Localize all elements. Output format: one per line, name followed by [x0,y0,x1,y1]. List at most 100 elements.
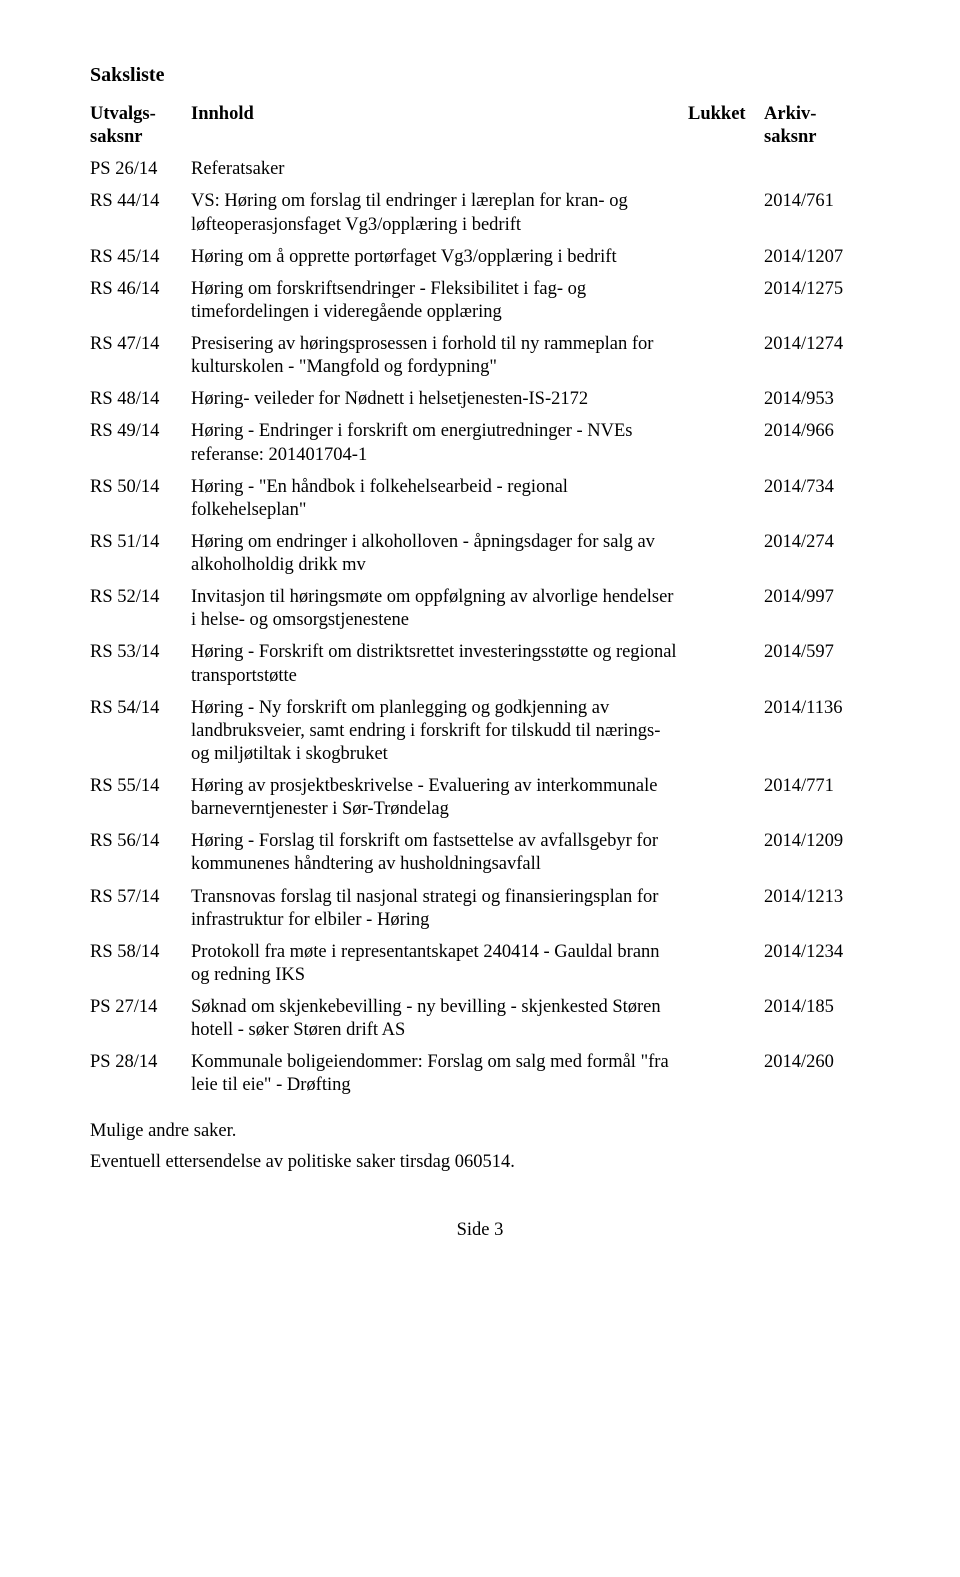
cell-lukket [688,384,764,416]
table-row: PS 28/14Kommunale boligeiendommer: Forsl… [90,1047,870,1102]
cell-ref: RS 53/14 [90,637,191,692]
cell-ref: PS 26/14 [90,154,191,186]
cell-arkiv: 2014/597 [764,637,870,692]
cell-ref: RS 57/14 [90,882,191,937]
table-row: RS 48/14Høring- veileder for Nødnett i h… [90,384,870,416]
cell-arkiv: 2014/771 [764,771,870,826]
cell-lukket [688,992,764,1047]
cell-ref: RS 46/14 [90,274,191,329]
cell-lukket [688,882,764,937]
page-number: Side 3 [90,1220,870,1241]
cell-title: Høring - Ny forskrift om planlegging og … [191,693,688,771]
cell-lukket [688,826,764,881]
cell-ref: RS 52/14 [90,582,191,637]
table-row: RS 47/14Presisering av høringsprosessen … [90,329,870,384]
cell-ref: RS 49/14 [90,416,191,471]
cell-ref: RS 45/14 [90,242,191,274]
cell-arkiv: 2014/1213 [764,882,870,937]
table-row: RS 44/14VS: Høring om forslag til endrin… [90,186,870,241]
cell-title: Høring - Endringer i forskrift om energi… [191,416,688,471]
cell-ref: RS 51/14 [90,527,191,582]
cell-arkiv: 2014/1209 [764,826,870,881]
table-row: RS 56/14Høring - Forslag til forskrift o… [90,826,870,881]
cell-ref: RS 58/14 [90,937,191,992]
cell-ref: RS 56/14 [90,826,191,881]
cell-title: Referatsaker [191,154,688,186]
table-row: RS 53/14Høring - Forskrift om distriktsr… [90,637,870,692]
cell-arkiv: 2014/966 [764,416,870,471]
cell-lukket [688,472,764,527]
cell-arkiv: 2014/1234 [764,937,870,992]
table-row: PS 27/14Søknad om skjenkebevilling - ny … [90,992,870,1047]
table-row: RS 54/14Høring - Ny forskrift om planleg… [90,693,870,771]
footer-notes: Mulige andre saker. Eventuell ettersende… [90,1119,870,1177]
cell-arkiv [764,154,870,186]
cell-title: Høring- veileder for Nødnett i helsetjen… [191,384,688,416]
cell-title: Høring - Forskrift om distriktsrettet in… [191,637,688,692]
col-header-arkiv-line2: saksnr [764,127,816,147]
cell-lukket [688,771,764,826]
cell-ref: PS 27/14 [90,992,191,1047]
footer-note-2: Eventuell ettersendelse av politiske sak… [90,1150,870,1176]
cell-lukket [688,329,764,384]
cell-lukket [688,527,764,582]
cell-ref: RS 55/14 [90,771,191,826]
cell-title: Høring - "En håndbok i folkehelsearbeid … [191,472,688,527]
col-header-arkiv-line1: Arkiv- [764,104,816,124]
cell-ref: RS 44/14 [90,186,191,241]
cell-ref: RS 47/14 [90,329,191,384]
cell-lukket [688,416,764,471]
cell-arkiv: 2014/953 [764,384,870,416]
cell-title: Søknad om skjenkebevilling - ny bevillin… [191,992,688,1047]
cell-title: Invitasjon til høringsmøte om oppfølgnin… [191,582,688,637]
table-row: RS 57/14Transnovas forslag til nasjonal … [90,882,870,937]
cell-arkiv: 2014/185 [764,992,870,1047]
col-header-utvalgs-line2: saksnr [90,127,142,147]
cell-lukket [688,186,764,241]
table-row: RS 58/14Protokoll fra møte i representan… [90,937,870,992]
cell-lukket [688,637,764,692]
cell-title: Transnovas forslag til nasjonal strategi… [191,882,688,937]
cell-lukket [688,582,764,637]
cell-arkiv: 2014/1207 [764,242,870,274]
col-header-innhold: Innhold [191,99,688,154]
cell-title: Høring om endringer i alkoholloven - åpn… [191,527,688,582]
table-row: RS 51/14Høring om endringer i alkohollov… [90,527,870,582]
cell-arkiv: 2014/761 [764,186,870,241]
cell-arkiv: 2014/274 [764,527,870,582]
cell-lukket [688,154,764,186]
table-row: RS 50/14Høring - "En håndbok i folkehels… [90,472,870,527]
cell-title: Høring av prosjektbeskrivelse - Evalueri… [191,771,688,826]
cell-ref: PS 28/14 [90,1047,191,1102]
col-header-utvalgssaksnr: Utvalgs- saksnr [90,99,191,154]
cell-arkiv: 2014/734 [764,472,870,527]
cell-title: Presisering av høringsprosessen i forhol… [191,329,688,384]
cell-arkiv: 2014/997 [764,582,870,637]
table-row: RS 55/14Høring av prosjektbeskrivelse - … [90,771,870,826]
cell-ref: RS 48/14 [90,384,191,416]
cell-title: Kommunale boligeiendommer: Forslag om sa… [191,1047,688,1102]
table-row: PS 26/14Referatsaker [90,154,870,186]
cell-ref: RS 50/14 [90,472,191,527]
cell-arkiv: 2014/1275 [764,274,870,329]
cell-lukket [688,274,764,329]
footer-note-1: Mulige andre saker. [90,1119,870,1145]
cell-lukket [688,937,764,992]
saksliste-table: Utvalgs- saksnr Innhold Lukket Arkiv- sa… [90,99,870,1103]
table-row: RS 45/14Høring om å opprette portørfaget… [90,242,870,274]
cell-lukket [688,693,764,771]
cell-title: Høring om å opprette portørfaget Vg3/opp… [191,242,688,274]
cell-title: VS: Høring om forslag til endringer i læ… [191,186,688,241]
cell-lukket [688,1047,764,1102]
cell-arkiv: 2014/260 [764,1047,870,1102]
page-title: Saksliste [90,64,870,87]
document-page: Saksliste Utvalgs- saksnr Innhold Lukket… [0,0,960,1281]
cell-arkiv: 2014/1274 [764,329,870,384]
cell-title: Protokoll fra møte i representantskapet … [191,937,688,992]
cell-title: Høring om forskriftsendringer - Fleksibi… [191,274,688,329]
col-header-utvalgs-line1: Utvalgs- [90,104,156,124]
table-row: RS 49/14Høring - Endringer i forskrift o… [90,416,870,471]
cell-lukket [688,242,764,274]
table-row: RS 52/14Invitasjon til høringsmøte om op… [90,582,870,637]
cell-title: Høring - Forslag til forskrift om fastse… [191,826,688,881]
